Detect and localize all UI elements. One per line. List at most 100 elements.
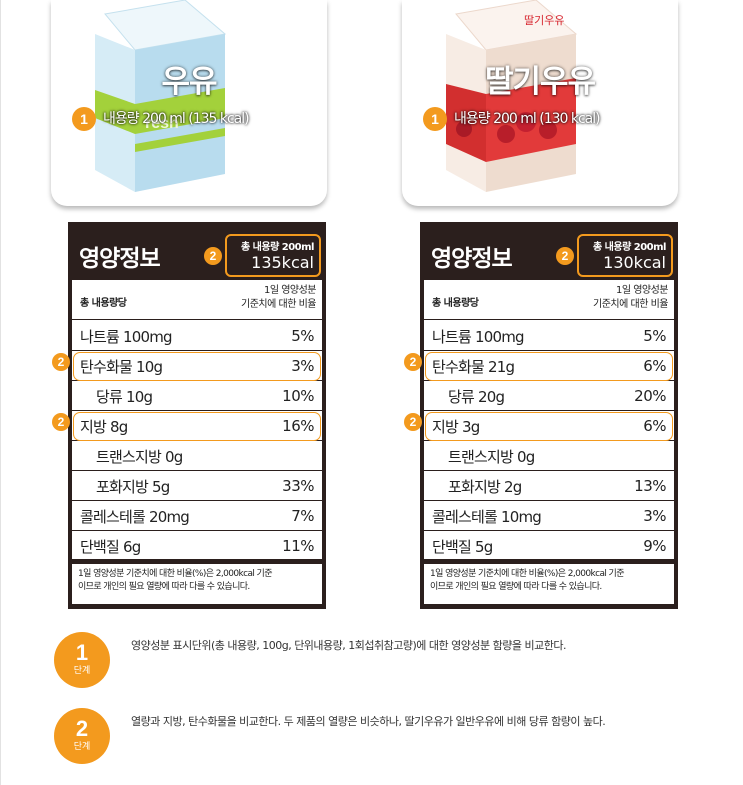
carton-label: 딸기우유	[524, 14, 564, 27]
step2-badge-carbs: 2	[404, 353, 422, 371]
step1-badge: 1	[423, 107, 447, 131]
row-label: 나트륨 100mg	[432, 328, 525, 346]
nutrition-table: 총 내용량당 1일 영양성분 기준치에 대한 비율 나트륨 100mg 5% 탄수…	[72, 280, 322, 559]
header-right: 1일 영양성분 기준치에 대한 비율	[593, 284, 668, 312]
row-percent: 6%	[643, 357, 666, 375]
row-percent: 3%	[291, 357, 314, 375]
svg-text:resh: resh	[145, 115, 179, 132]
row-label: 트랜스지방 0g	[96, 448, 183, 466]
table-row: 나트륨 100mg 5%	[424, 321, 674, 351]
header-left: 총 내용량당	[80, 298, 127, 309]
row-percent: 33%	[282, 477, 314, 495]
step-unit: 단계	[73, 742, 91, 752]
row-percent: 20%	[634, 387, 666, 405]
product-name: 우유	[161, 64, 217, 100]
step-number: 2	[75, 716, 89, 741]
milk-carton-icon: resh	[95, 0, 227, 192]
table-row: 지방 3g 6%	[424, 411, 674, 441]
table-row: 콜레스테롤 10mg 3%	[424, 501, 674, 531]
row-label: 트랜스지방 0g	[448, 448, 535, 466]
row-percent: 11%	[282, 537, 314, 555]
total-kcal: 130kcal	[603, 253, 666, 272]
step2-badge: 2	[556, 247, 574, 265]
step2-badge-carbs: 2	[52, 353, 70, 371]
header-right-line1: 1일 영양성분	[263, 285, 317, 296]
table-row: 콜레스테롤 20mg 7%	[72, 501, 322, 531]
total-content-box: 총 내용량 200ml 135kcal	[225, 234, 321, 277]
table-row: 단백질 6g 11%	[72, 531, 322, 561]
total-content-box: 총 내용량 200ml 130kcal	[577, 234, 673, 277]
row-label: 나트륨 100mg	[80, 328, 173, 346]
row-percent: 13%	[634, 477, 666, 495]
row-percent: 7%	[291, 507, 314, 525]
step2-badge: 2	[204, 247, 222, 265]
step-number: 1	[75, 640, 89, 665]
step-unit: 단계	[73, 666, 91, 676]
table-row: 탄수화물 21g 6%	[424, 351, 674, 381]
product-name: 딸기우유	[484, 64, 596, 100]
footnote: 1일 영양성분 기준치에 대한 비율(%)은 2,000kcal 기준 이므로 …	[72, 564, 322, 604]
table-row: 트랜스지방 0g	[424, 441, 674, 471]
total-label: 총 내용량 200ml	[241, 242, 315, 253]
step1-badge: 1	[72, 107, 96, 131]
table-header: 총 내용량당 1일 영양성분 기준치에 대한 비율	[424, 280, 674, 320]
row-label: 단백질 6g	[80, 538, 141, 556]
row-percent: 10%	[282, 387, 314, 405]
nutrition-panel-strawberry-milk: 영양정보 2 총 내용량 200ml 130kcal 총 내용량당 1일 영양성…	[420, 222, 678, 609]
header-left: 총 내용량당	[432, 298, 479, 309]
table-row: 포화지방 2g 13%	[424, 471, 674, 501]
row-label: 콜레스테롤 10mg	[432, 508, 542, 526]
row-percent: 3%	[643, 507, 666, 525]
step-1-text: 영양성분 표시단위(총 내용량, 100g, 단위내용량, 1회섭취참고량)에 …	[131, 639, 566, 652]
table-row: 탄수화물 10g 3%	[72, 351, 322, 381]
table-row: 당류 10g 10%	[72, 381, 322, 411]
row-percent: 5%	[291, 327, 314, 345]
left-edge-line	[0, 0, 1, 785]
row-label: 지방 3g	[432, 418, 480, 436]
panel-title: 영양정보	[431, 246, 513, 272]
table-row: 지방 8g 16%	[72, 411, 322, 441]
total-label: 총 내용량 200ml	[593, 242, 667, 253]
table-row: 포화지방 5g 33%	[72, 471, 322, 501]
product-card-strawberry-milk: 딸기우유 딸기우유 1 내용량 200 ml (130 kcal)	[402, 0, 678, 206]
row-percent: 5%	[643, 327, 666, 345]
row-label: 포화지방 5g	[96, 478, 170, 496]
header-right-line1: 1일 영양성분	[615, 285, 669, 296]
row-label: 콜레스테롤 20mg	[80, 508, 190, 526]
footnote-line1: 1일 영양성분 기준치에 대한 비율(%)은 2,000kcal 기준	[78, 569, 272, 579]
step-2-circle: 2 단계	[54, 708, 110, 764]
table-row: 단백질 5g 9%	[424, 531, 674, 561]
table-row: 나트륨 100mg 5%	[72, 321, 322, 351]
step2-badge-fat: 2	[52, 413, 70, 431]
total-kcal: 135kcal	[251, 253, 314, 272]
row-label: 당류 10g	[96, 388, 153, 406]
product-content: 내용량 200 ml (135 kcal)	[103, 111, 250, 127]
row-label: 탄수화물 10g	[80, 358, 163, 376]
table-row: 당류 20g 20%	[424, 381, 674, 411]
row-label: 단백질 5g	[432, 538, 493, 556]
footnote-line2: 이므로 개인의 필요 열량에 따라 다를 수 있습니다.	[430, 582, 602, 592]
panel-title: 영양정보	[79, 246, 161, 272]
strawberry-milk-carton-icon: 딸기우유	[446, 0, 578, 192]
step-2-text: 열량과 지방, 탄수화물을 비교한다. 두 제품의 열량은 비슷하나, 딸기우유…	[131, 715, 606, 728]
product-content: 내용량 200 ml (130 kcal)	[454, 111, 601, 127]
row-label: 포화지방 2g	[448, 478, 522, 496]
row-label: 탄수화물 21g	[432, 358, 515, 376]
row-percent: 9%	[643, 537, 666, 555]
table-header: 총 내용량당 1일 영양성분 기준치에 대한 비율	[72, 280, 322, 320]
row-label: 지방 8g	[80, 418, 128, 436]
row-percent: 16%	[282, 417, 314, 435]
product-card-milk: resh 우유 1 내용량 200 ml (135 kcal)	[51, 0, 327, 206]
header-right-line2: 기준치에 대한 비율	[241, 299, 316, 310]
footnote-line1: 1일 영양성분 기준치에 대한 비율(%)은 2,000kcal 기준	[430, 569, 624, 579]
table-row: 트랜스지방 0g	[72, 441, 322, 471]
step2-badge-fat: 2	[404, 413, 422, 431]
footnote: 1일 영양성분 기준치에 대한 비율(%)은 2,000kcal 기준 이므로 …	[424, 564, 674, 604]
nutrition-table: 총 내용량당 1일 영양성분 기준치에 대한 비율 나트륨 100mg 5% 탄수…	[424, 280, 674, 559]
footnote-line2: 이므로 개인의 필요 열량에 따라 다를 수 있습니다.	[78, 582, 250, 592]
row-percent: 6%	[643, 417, 666, 435]
step-1-circle: 1 단계	[54, 632, 110, 688]
row-label: 당류 20g	[448, 388, 505, 406]
header-right: 1일 영양성분 기준치에 대한 비율	[241, 284, 316, 312]
nutrition-panel-milk: 영양정보 2 총 내용량 200ml 135kcal 총 내용량당 1일 영양성…	[68, 222, 326, 609]
